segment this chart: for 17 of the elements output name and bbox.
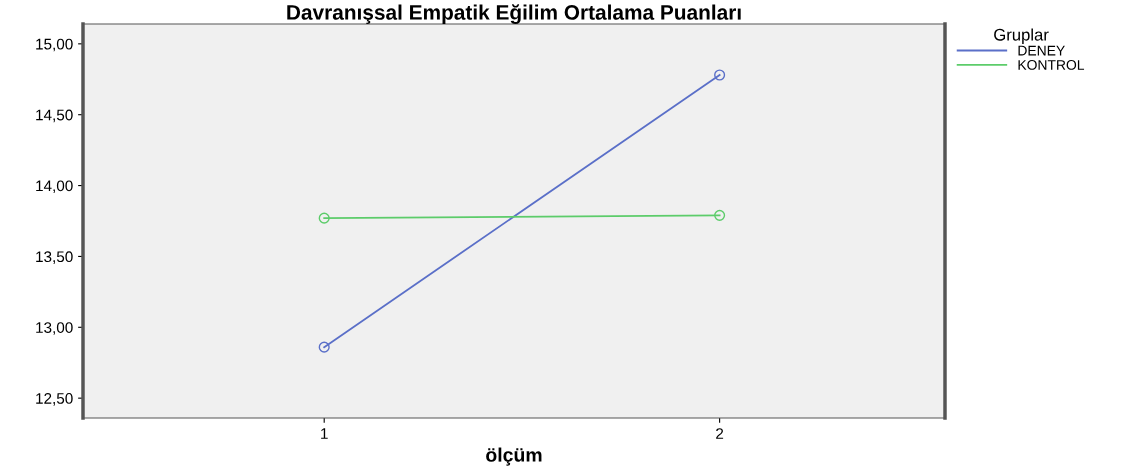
y-tick-label: 14,00 xyxy=(36,180,73,194)
y-tick-label: 13,50 xyxy=(36,251,73,264)
y-tick-label: 12,50 xyxy=(36,393,73,406)
y-tick-label: 13,00 xyxy=(36,322,73,335)
x-tick-label: 1 xyxy=(321,428,328,439)
x-axis-title: ölçüm xyxy=(486,447,542,466)
legend-title: Gruplar xyxy=(994,28,1049,44)
chart-title: Davranışsal Empatik Eğilim Ortalama Puanları xyxy=(287,4,741,24)
point xyxy=(714,69,726,81)
y-tick-label: 14,50 xyxy=(36,109,73,123)
legend-label: KONTROL xyxy=(1018,60,1085,70)
x-tick-label: 2 xyxy=(716,428,724,439)
point xyxy=(318,341,330,353)
y-tick-label: 15,00 xyxy=(36,38,73,52)
legend-label: DENEY xyxy=(1018,45,1065,56)
point xyxy=(714,209,726,221)
point xyxy=(318,212,330,224)
